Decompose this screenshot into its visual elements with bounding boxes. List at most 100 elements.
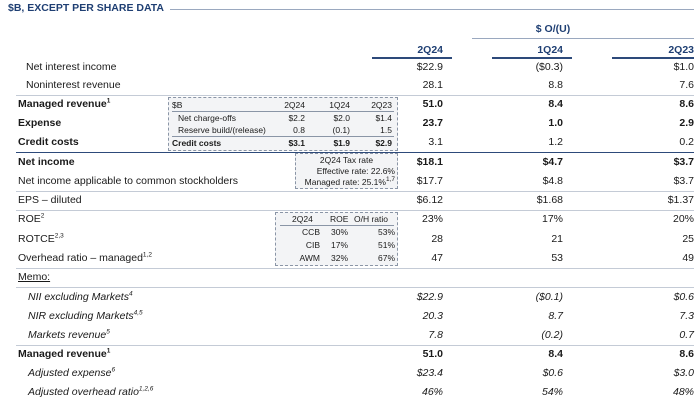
row-value: $3.7 <box>673 156 694 168</box>
roe-box-roe: 17% <box>330 240 348 250</box>
column-rule-2q24 <box>372 57 452 59</box>
row-value: 1.0 <box>548 117 563 129</box>
memo-row-value: $0.6 <box>542 367 563 379</box>
memo-row-value: $0.6 <box>673 291 694 303</box>
column-rule-1q24 <box>492 57 572 59</box>
row-value: 17% <box>541 213 563 225</box>
credit-box-rule <box>172 136 394 137</box>
row-value: 3.1 <box>428 136 443 148</box>
roe-box-header: ROE <box>330 214 349 224</box>
memo-row-value: 54% <box>541 386 563 398</box>
memo-row-value: 51.0 <box>422 348 443 360</box>
tax-rate-box <box>295 153 398 189</box>
row-divider <box>16 95 694 96</box>
tax-box-managed: Managed rate: 25.1%1,7 <box>304 176 395 187</box>
row-value: 47 <box>431 252 443 264</box>
row-value: 8.4 <box>548 98 563 110</box>
credit-box-label: Net charge-offs <box>178 113 236 123</box>
roe-box-oh: 53% <box>377 227 395 237</box>
memo-row-value: $3.0 <box>673 367 694 379</box>
row-value: $1.0 <box>673 61 694 73</box>
row-label: Net income <box>18 156 75 168</box>
row-value: 51.0 <box>422 98 443 110</box>
row-value: 25 <box>682 233 694 245</box>
memo-title: Memo: <box>18 271 51 283</box>
roe-box-segment: CCB <box>302 227 320 237</box>
row-value: 49 <box>682 252 694 264</box>
row-divider <box>16 287 694 288</box>
row-divider <box>16 191 694 192</box>
row-label: Noninterest revenue <box>26 79 121 91</box>
tax-box-effective: Effective rate: 22.6% <box>316 166 395 176</box>
row-value: 8.8 <box>548 79 563 91</box>
row-value: 23.7 <box>422 117 443 129</box>
row-label: ROE2 <box>18 212 45 225</box>
roe-box-segment: AWM <box>299 253 320 263</box>
column-rule-2q23 <box>612 57 694 59</box>
credit-box-label: Credit costs <box>172 138 222 148</box>
memo-row-value: (0.2) <box>541 329 563 341</box>
row-value: $22.9 <box>416 61 443 73</box>
memo-row-value: 0.7 <box>679 329 694 341</box>
row-label: Net income applicable to common stockhol… <box>18 175 239 187</box>
credit-box-value: $2.0 <box>333 113 350 123</box>
memo-row-value: ($0.1) <box>535 291 563 303</box>
roe-box-segment: CIB <box>305 240 320 250</box>
tax-box-title: 2Q24 Tax rate <box>319 155 374 165</box>
row-value: $4.7 <box>542 156 563 168</box>
row-value: 8.6 <box>679 98 694 110</box>
memo-row-value: 8.7 <box>548 310 563 322</box>
row-divider <box>16 345 694 346</box>
credit-box-header: $B <box>172 100 183 110</box>
column-header-2q24: 2Q24 <box>417 44 443 56</box>
memo-row-label: Adjusted expense6 <box>28 366 116 379</box>
memo-row-value: 48% <box>672 386 694 398</box>
roe-box-rule <box>280 225 394 226</box>
row-value: $4.8 <box>542 175 563 187</box>
credit-box-label: Reserve build/(release) <box>178 125 266 135</box>
row-divider <box>16 210 694 211</box>
row-label: EPS – diluted <box>18 194 82 206</box>
row-value: 28.1 <box>422 79 443 91</box>
row-value: 0.2 <box>679 136 694 148</box>
roe-box-roe: 32% <box>330 253 348 263</box>
credit-box-header: 2Q24 <box>284 100 305 110</box>
memo-row-value: $22.9 <box>416 291 443 303</box>
memo-row-value: 8.6 <box>679 348 694 360</box>
roe-box-oh: 51% <box>377 240 395 250</box>
row-label: Expense <box>18 117 62 129</box>
memo-row-value: 7.3 <box>679 310 694 322</box>
credit-box-value: $3.1 <box>288 138 305 148</box>
memo-row-label: Adjusted overhead ratio1,2,6 <box>28 385 154 398</box>
memo-row-label: NII excluding Markets4 <box>28 290 133 303</box>
credit-box-header: 2Q23 <box>371 100 392 110</box>
row-value: ($0.3) <box>535 61 563 73</box>
memo-row-label: NIR excluding Markets4,5 <box>28 309 143 322</box>
row-label: Credit costs <box>18 136 79 148</box>
roe-box-header: O/H ratio <box>354 214 389 224</box>
row-value: 53 <box>551 252 563 264</box>
credit-box-value: (0.1) <box>332 125 350 135</box>
row-value: 2.9 <box>679 117 694 129</box>
row-value: $17.7 <box>416 175 443 187</box>
header-rule <box>8 9 694 10</box>
row-value: $1.68 <box>536 194 563 206</box>
row-value: 20% <box>672 213 694 225</box>
row-value: $1.37 <box>667 194 694 206</box>
segment-roe-box <box>275 212 398 266</box>
credit-box-value: 0.8 <box>293 125 305 135</box>
row-label: ROTCE2,3 <box>18 232 64 245</box>
memo-row-value: 20.3 <box>422 310 443 322</box>
row-label: Net interest income <box>26 61 117 73</box>
credit-box-value: 1.5 <box>380 125 392 135</box>
roe-box-roe: 30% <box>330 227 348 237</box>
row-label: Managed revenue1 <box>18 97 111 110</box>
memo-row-label: Managed revenue1 <box>18 347 111 360</box>
credit-costs-box <box>168 97 398 151</box>
row-label: Overhead ratio – managed1,2 <box>18 251 152 264</box>
credit-box-header: 1Q24 <box>329 100 350 110</box>
credit-box-value: $2.9 <box>375 138 392 148</box>
roe-box-oh: 67% <box>377 253 395 263</box>
row-divider <box>16 152 694 153</box>
memo-row-value: $23.4 <box>416 367 443 379</box>
